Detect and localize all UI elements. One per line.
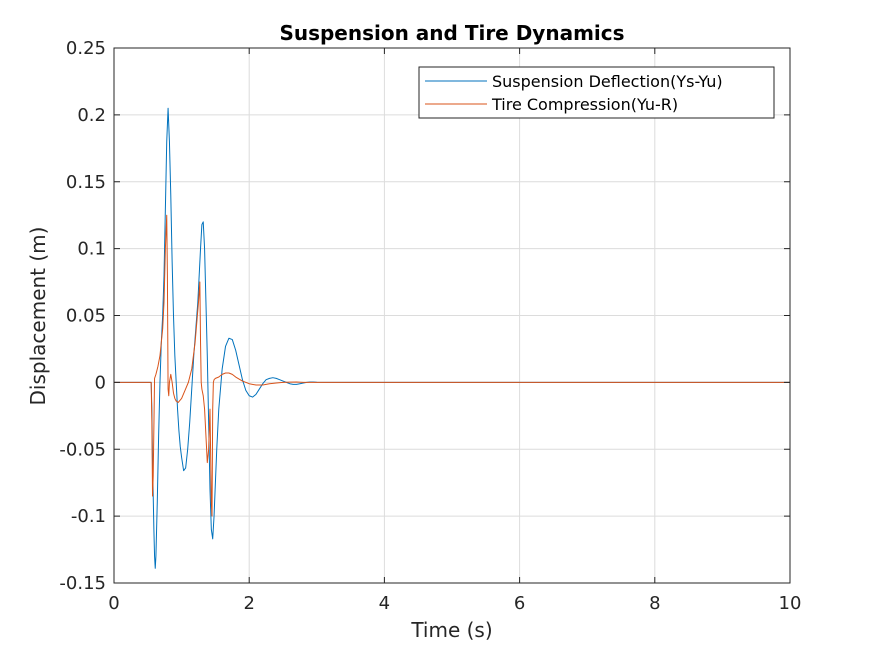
legend-box: [418, 66, 775, 119]
x-tick-label: 10: [779, 593, 802, 614]
y-tick-label: -0.15: [59, 573, 106, 594]
chart-title: Suspension and Tire Dynamics: [279, 21, 624, 45]
x-tick-label: 4: [379, 593, 390, 614]
y-tick-label: -0.05: [59, 439, 106, 460]
x-tick-label: 0: [108, 593, 119, 614]
y-tick-label: 0.25: [66, 38, 106, 59]
x-tick-label: 6: [514, 593, 525, 614]
tick-labels: 0 2 4 6 8 10 -0.15 -0.1 -0.05 0 0.05 0.1 0.15 0.2 0.25: [59, 38, 801, 614]
legend-label-suspension: Suspension Deflection(Ys-Yu): [492, 72, 723, 91]
y-axis-label: Displacement (m): [26, 227, 50, 406]
y-tick-label: -0.1: [71, 506, 106, 527]
ticks: [113, 47, 791, 584]
tire-compression-line: [114, 214, 790, 517]
y-tick-label: 0.15: [66, 172, 106, 193]
legend: Suspension Deflection(Ys-Yu) Tire Compre…: [418, 66, 775, 119]
series-layer: [114, 107, 790, 569]
y-tick-label: 0.1: [77, 239, 106, 260]
x-tick-label: 8: [649, 593, 660, 614]
y-tick-label: 0.05: [66, 306, 106, 327]
legend-label-tire: Tire Compression(Yu-R): [491, 95, 678, 114]
y-tick-label: 0.2: [77, 105, 106, 126]
x-tick-label: 2: [243, 593, 254, 614]
y-tick-label: 0: [95, 372, 106, 393]
x-axis-label: Time (s): [410, 618, 492, 642]
